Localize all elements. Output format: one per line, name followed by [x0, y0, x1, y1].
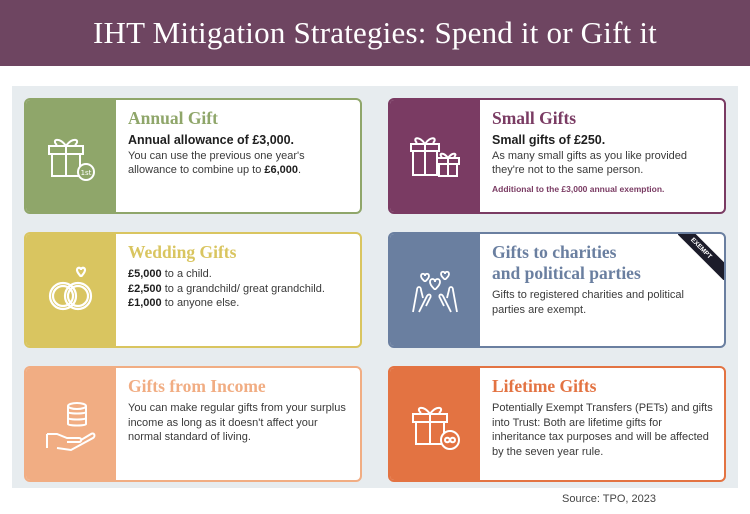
card-charities-body: Gifts to charities and political parties … [480, 234, 724, 346]
card-title: Gifts from Income [128, 376, 266, 396]
card-income-body: Gifts from Income You can make regular g… [116, 368, 360, 480]
card-lifetime-side [390, 368, 480, 480]
gift-infinity-icon [412, 406, 460, 450]
card-annual-gift: 1st Annual Gift Annual allowance of £3,0… [24, 98, 362, 214]
wedding-line-1: £5,000 to a child. [128, 268, 212, 280]
source-caption: Source: TPO, 2023 [562, 493, 656, 505]
infographic-panel: 1st Annual Gift Annual allowance of £3,0… [12, 86, 738, 488]
wedding-rings-icon [48, 266, 93, 311]
gift-calendar-icon: 1st [48, 138, 95, 181]
card-lifetime-body: Lifetime Gifts Potentially Exempt Transf… [480, 368, 724, 480]
svg-text:1st: 1st [81, 169, 92, 177]
card-wedding-gifts-side [26, 234, 116, 346]
card-gifts-from-income: Gifts from Income You can make regular g… [24, 366, 362, 482]
wedding-line-2: £2,500 to a grandchild/ great grandchild… [128, 282, 325, 295]
card-text: Gifts to registered charities and politi… [492, 289, 684, 316]
card-title: Wedding Gifts [128, 242, 237, 262]
wedding-line-3: £1,000 to anyone else. [128, 297, 240, 309]
card-lead: Small gifts of £250. [492, 133, 606, 147]
card-title: Lifetime Gifts [492, 376, 597, 396]
exempt-badge: EXEMPT [678, 234, 724, 280]
card-charities: Gifts to charities and political parties … [388, 232, 726, 348]
page-title: IHT Mitigation Strategies: Spend it or G… [93, 15, 657, 50]
card-text: You can use the previous one year's allo… [128, 149, 305, 177]
header-banner: IHT Mitigation Strategies: Spend it or G… [0, 0, 750, 66]
card-lead: Annual allowance of £3,000. [128, 133, 295, 147]
card-text: You can make regular gifts from your sur… [128, 402, 346, 443]
hand-coins-icon [46, 402, 96, 452]
card-title: Gifts to charities and political parties [492, 242, 641, 283]
card-text: Potentially Exempt Transfers (PETs) and … [492, 402, 713, 458]
card-small-gifts-body: Small Gifts Small gifts of £250. As many… [480, 100, 724, 212]
two-gifts-icon [410, 137, 460, 177]
card-charities-side [390, 234, 480, 346]
card-title: Small Gifts [492, 108, 577, 128]
card-small-gifts-side [390, 100, 480, 212]
card-wedding-gifts: Wedding Gifts £5,000 to a child. £2,500 … [24, 232, 362, 348]
hands-hearts-icon [412, 270, 458, 313]
card-note: Additional to the £3,000 annual exemptio… [492, 183, 665, 194]
card-annual-gift-body: Annual Gift Annual allowance of £3,000. … [116, 100, 360, 212]
card-small-gifts: Small Gifts Small gifts of £250. As many… [388, 98, 726, 214]
card-income-side [26, 368, 116, 480]
card-wedding-gifts-body: Wedding Gifts £5,000 to a child. £2,500 … [116, 234, 360, 346]
card-annual-gift-side: 1st [26, 100, 116, 212]
card-title: Annual Gift [128, 108, 218, 128]
card-text: As many small gifts as you like provided… [492, 149, 688, 177]
card-lifetime-gifts: Lifetime Gifts Potentially Exempt Transf… [388, 366, 726, 482]
